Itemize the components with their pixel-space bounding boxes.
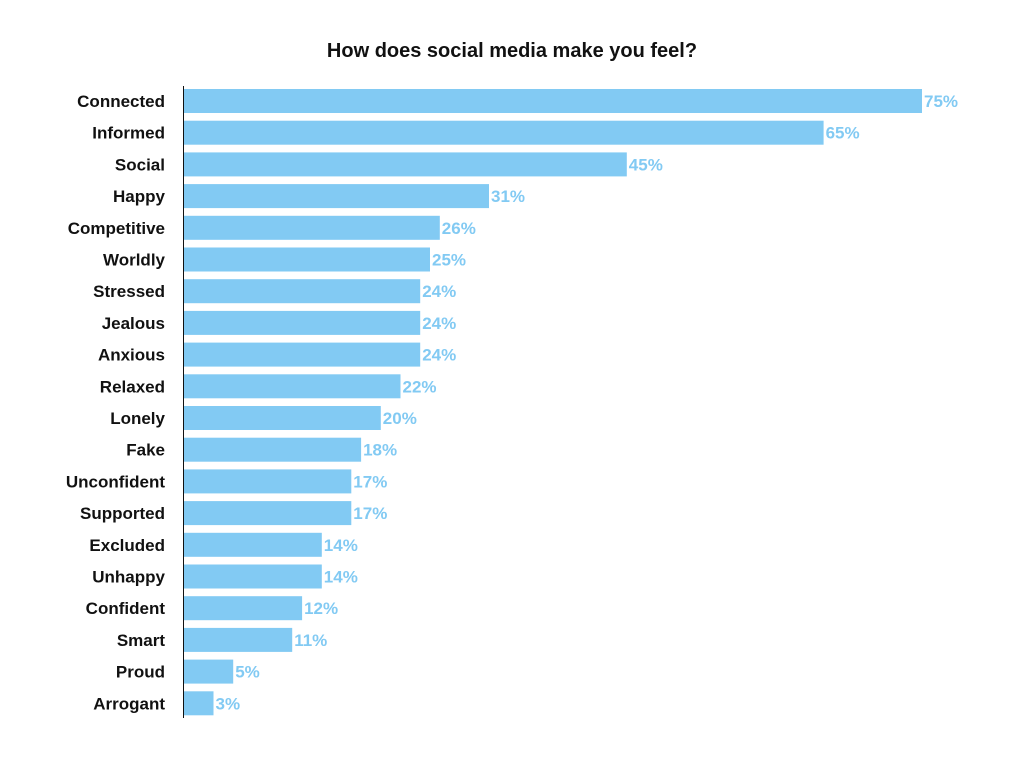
category-label-jealous: Jealous — [102, 314, 165, 333]
value-label-jealous: 24% — [422, 314, 456, 333]
bar-happy — [184, 184, 489, 209]
value-label-arrogant: 3% — [216, 694, 241, 713]
bar-social — [184, 152, 627, 177]
value-label-anxious: 24% — [422, 346, 456, 365]
value-label-happy: 31% — [491, 187, 525, 206]
category-label-excluded: Excluded — [89, 536, 165, 555]
value-label-social: 45% — [629, 155, 663, 174]
value-label-proud: 5% — [235, 663, 260, 682]
category-label-unhappy: Unhappy — [92, 568, 165, 587]
category-label-relaxed: Relaxed — [100, 377, 165, 396]
bar-proud — [184, 659, 234, 684]
bar-worldly — [184, 247, 430, 272]
value-label-unconfident: 17% — [353, 472, 387, 491]
bar-lonely — [184, 406, 381, 430]
bars-group — [184, 89, 922, 716]
bar-supported — [184, 501, 352, 526]
value-label-confident: 12% — [304, 599, 338, 618]
bar-smart — [184, 627, 293, 652]
bar-confident — [184, 596, 303, 621]
value-label-supported: 17% — [353, 504, 387, 523]
category-label-informed: Informed — [92, 124, 165, 143]
value-label-excluded: 14% — [324, 536, 358, 555]
value-label-relaxed: 22% — [403, 377, 437, 396]
bar-informed — [184, 120, 824, 145]
category-label-arrogant: Arrogant — [93, 694, 165, 713]
category-label-confident: Confident — [86, 599, 166, 618]
category-label-supported: Supported — [80, 504, 165, 523]
category-label-stressed: Stressed — [93, 282, 165, 301]
category-label-social: Social — [115, 155, 165, 174]
bar-arrogant — [184, 691, 214, 716]
value-label-stressed: 24% — [422, 282, 456, 301]
category-labels: Connected Informed Social Happy Competitive W… — [66, 92, 166, 713]
bar-fake — [184, 437, 362, 462]
bar-jealous — [184, 310, 421, 335]
category-label-fake: Fake — [126, 441, 165, 460]
value-label-worldly: 25% — [432, 251, 466, 270]
bar-unhappy — [184, 564, 322, 589]
value-label-fake: 18% — [363, 441, 397, 460]
value-label-informed: 65% — [826, 124, 860, 143]
value-label-unhappy: 14% — [324, 568, 358, 587]
chart-title: How does social media make you feel? — [327, 40, 697, 62]
bar-relaxed — [184, 374, 401, 399]
value-label-lonely: 20% — [383, 409, 417, 428]
category-label-competitive: Competitive — [68, 219, 165, 238]
category-label-anxious: Anxious — [98, 346, 165, 365]
bar-excluded — [184, 532, 322, 557]
bar-anxious — [184, 342, 421, 367]
category-label-connected: Connected — [77, 92, 165, 111]
bar-competitive — [184, 215, 440, 240]
bar-unconfident — [184, 469, 352, 494]
value-label-connected: 75% — [924, 92, 958, 111]
category-label-smart: Smart — [117, 631, 166, 650]
bar-stressed — [184, 279, 421, 304]
category-label-lonely: Lonely — [110, 409, 165, 428]
category-label-worldly: Worldly — [103, 251, 166, 270]
category-label-happy: Happy — [113, 187, 166, 206]
value-label-competitive: 26% — [442, 219, 476, 238]
category-label-proud: Proud — [116, 663, 165, 682]
bar-connected — [184, 89, 922, 113]
value-label-smart: 11% — [294, 631, 327, 650]
category-label-unconfident: Unconfident — [66, 472, 165, 491]
value-labels: 75% 65% 45% 31% 26% 25% 24% 24% 24% 22% 20% 18% 17% 1… — [216, 92, 959, 713]
